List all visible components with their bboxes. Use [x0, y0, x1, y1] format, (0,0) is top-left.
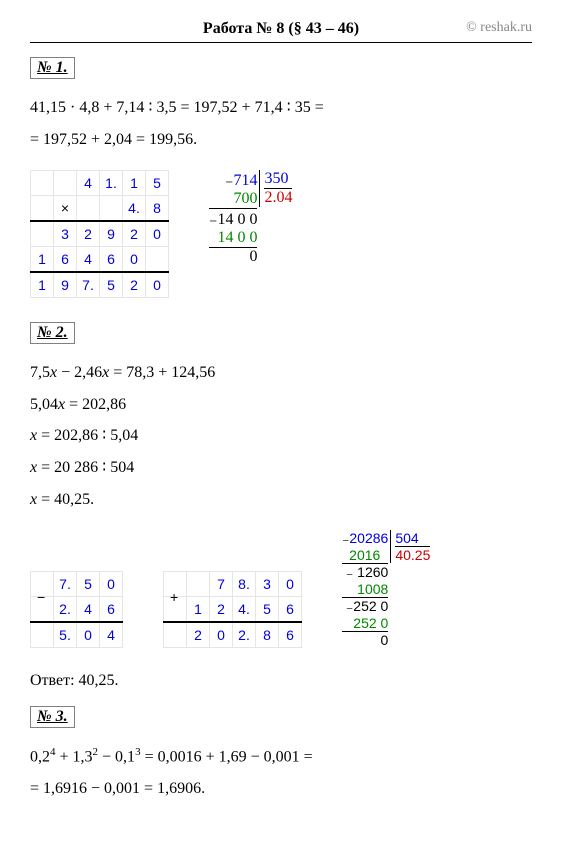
multiplication-grid: 4 1. 1 5 × 4. 8 3 2 9 2 0 1 6 4 6 0 [30, 170, 169, 298]
task-2-line-5: x = 40,25. [30, 487, 532, 513]
task-2-line-1: 7,5x − 2,46x = 78,3 + 124,56 [30, 360, 532, 386]
task-2-line-4: x = 20 286 ∶ 504 [30, 455, 532, 481]
header-divider [30, 42, 532, 43]
task-1-label: № 1. [30, 57, 75, 79]
task-1-calculations: 4 1. 1 5 × 4. 8 3 2 9 2 0 1 6 4 6 0 [30, 170, 532, 298]
long-division-1: ₋714 700 ₋14 0 0 14 0 0 0 350 2.04 [209, 170, 292, 266]
work-title: Работа № 8 (§ 43 – 46) [203, 20, 359, 37]
page-header: Работа № 8 (§ 43 – 46) © reshak.ru [30, 20, 532, 38]
long-division-2: ₋20286 2016 ₋ 1260 1008 ₋252 0 252 0 0 5… [342, 530, 430, 648]
task-3-line-2: = 1,6916 − 0,001 = 1,6906. [30, 776, 532, 802]
task-3-label: № 3. [30, 706, 75, 728]
addition-grid: 7 8. 3 0 + 1 2 4. 5 6 2 0 2. 8 6 [163, 571, 302, 648]
task-2-answer: Ответ: 40,25. [30, 672, 532, 690]
task-2-label: № 2. [30, 322, 75, 344]
task-1-line-1: 41,15 · 4,8 + 7,14 ∶ 3,5 = 197,52 + 71,4… [30, 95, 532, 121]
copyright: © reshak.ru [466, 20, 532, 36]
subtraction-grid: 7. 5 0 − 2. 4 6 5. 0 4 [30, 571, 123, 648]
task-2-line-2: 5,04x = 202,86 [30, 392, 532, 418]
task-2-line-3: x = 202,86 ∶ 5,04 [30, 423, 532, 449]
task-1-line-2: = 197,52 + 2,04 = 199,56. [30, 127, 532, 153]
task-3-line-1: 0,24 + 1,32 − 0,13 = 0,0016 + 1,69 − 0,0… [30, 744, 532, 770]
task-2-calculations: 7. 5 0 − 2. 4 6 5. 0 4 7 8. 3 0 + 1 [30, 530, 532, 648]
